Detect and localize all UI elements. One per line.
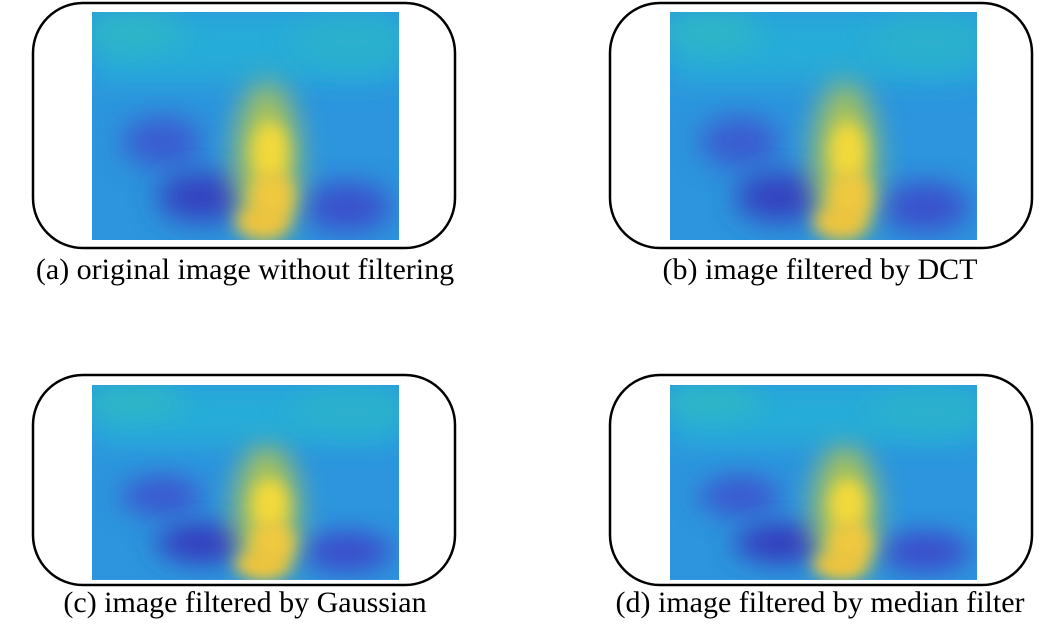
caption: (d) image filtered by median filter bbox=[616, 586, 1025, 619]
heatmap-image bbox=[82, 12, 412, 242]
panel-c: (c) image filtered by Gaussian bbox=[33, 375, 455, 619]
panel-a: (a) original image without filtering bbox=[33, 3, 455, 286]
panel-b: (b) image filtered by DCT bbox=[610, 3, 1032, 286]
figure: (a) original image without filtering (b)… bbox=[0, 0, 1062, 631]
heatmap-image bbox=[660, 12, 990, 242]
heatmap-image bbox=[82, 385, 412, 582]
panel-d: (d) image filtered by median filter bbox=[610, 375, 1032, 619]
heatmap-image bbox=[660, 385, 990, 582]
caption: (a) original image without filtering bbox=[36, 253, 454, 286]
caption: (c) image filtered by Gaussian bbox=[63, 586, 426, 619]
caption: (b) image filtered by DCT bbox=[663, 253, 978, 286]
